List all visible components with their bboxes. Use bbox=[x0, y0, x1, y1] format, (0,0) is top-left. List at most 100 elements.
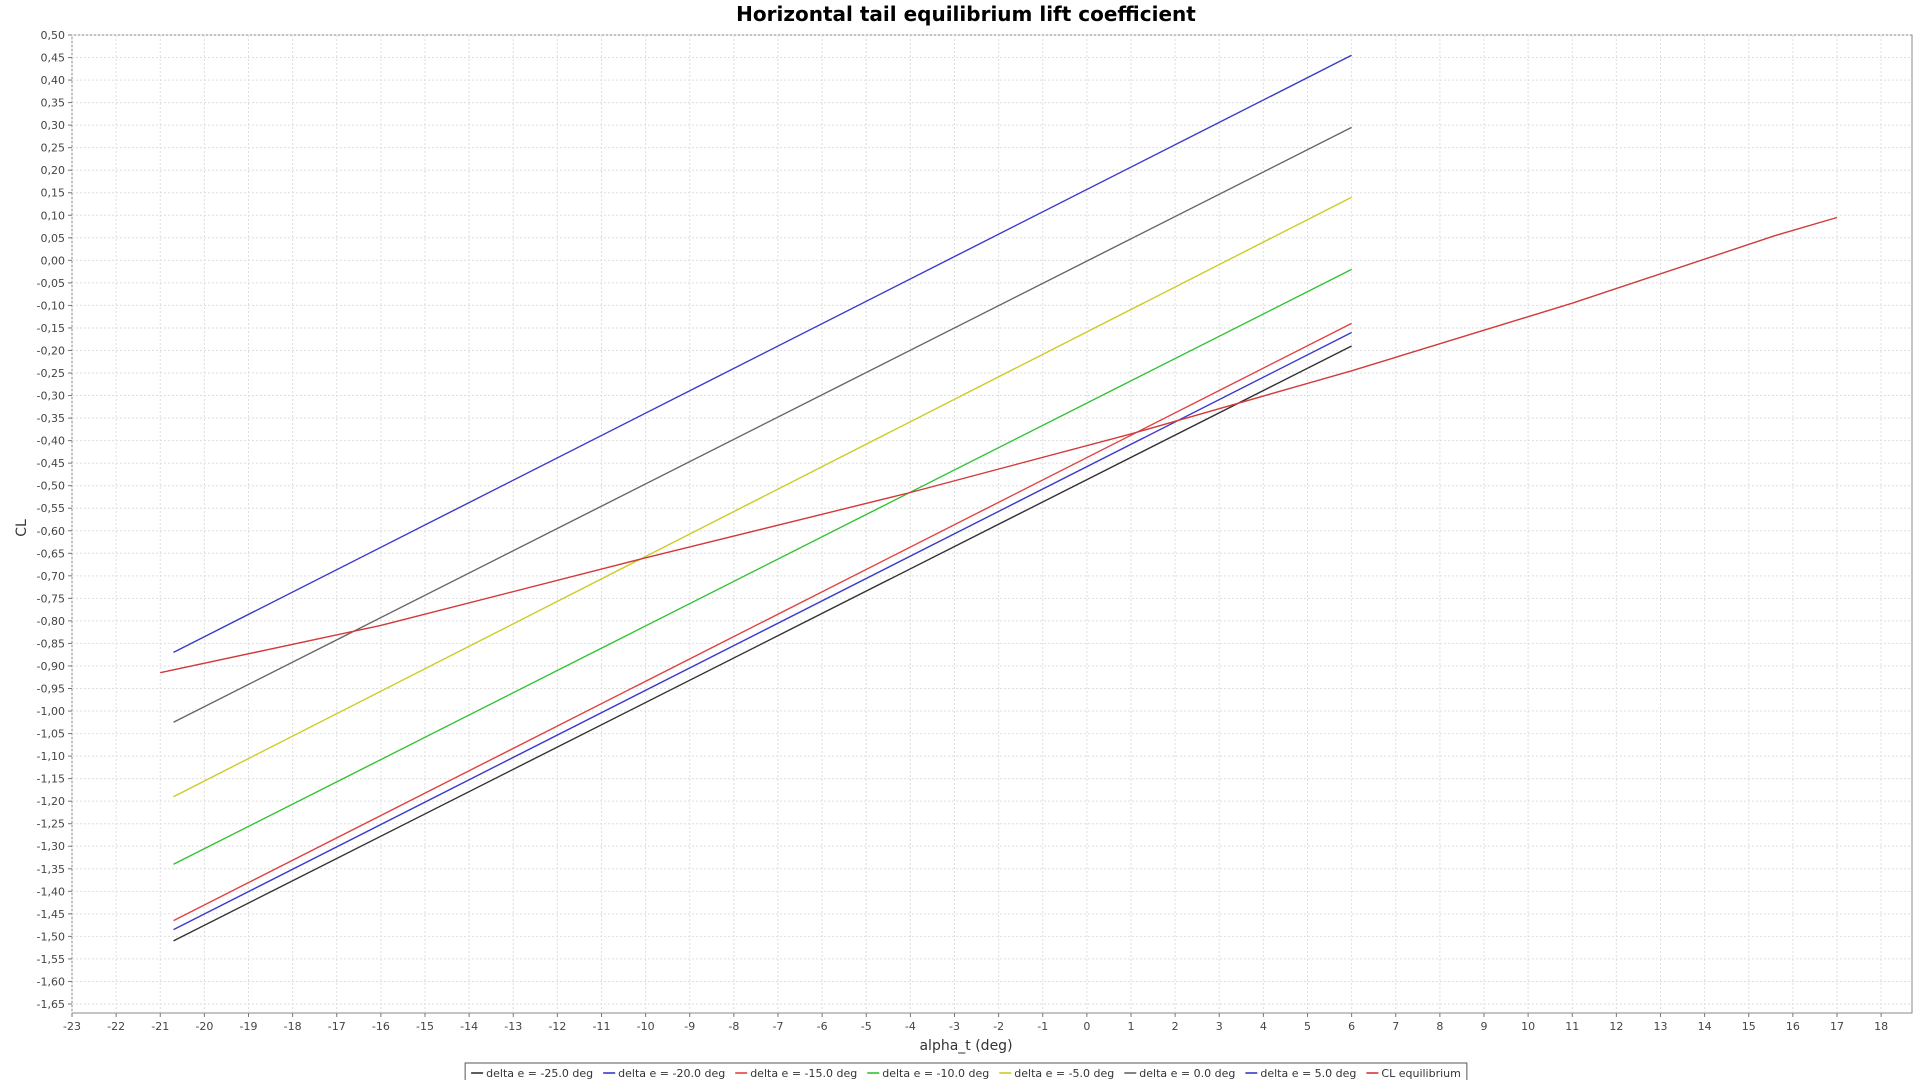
x-tick-label: -22 bbox=[107, 1020, 125, 1033]
x-tick-label: -1 bbox=[1037, 1020, 1048, 1033]
y-tick-label: -0,35 bbox=[37, 412, 65, 425]
x-tick-label: 7 bbox=[1392, 1020, 1399, 1033]
y-tick-label: -1,15 bbox=[37, 773, 65, 786]
x-tick-label: -11 bbox=[593, 1020, 611, 1033]
y-tick-label: -0,95 bbox=[37, 683, 65, 696]
y-tick-label: -0,85 bbox=[37, 637, 65, 650]
legend-label: delta e = -25.0 deg bbox=[486, 1067, 593, 1080]
x-tick-label: 14 bbox=[1698, 1020, 1712, 1033]
y-tick-label: -0,20 bbox=[37, 344, 65, 357]
y-tick-label: 0,25 bbox=[41, 142, 66, 155]
x-tick-label: -9 bbox=[684, 1020, 695, 1033]
series-line-delta-e-15-0-deg bbox=[173, 322, 1352, 922]
x-tick-label: -6 bbox=[817, 1020, 828, 1033]
x-tick-label: 18 bbox=[1874, 1020, 1888, 1033]
x-tick-label: -23 bbox=[63, 1020, 81, 1033]
legend: delta e = -25.0 deg delta e = -20.0 deg de… bbox=[464, 1062, 1468, 1080]
y-tick-label: -1,50 bbox=[37, 930, 65, 943]
series-line-delta-e-25-0-deg bbox=[173, 345, 1352, 942]
y-tick-label: -0,80 bbox=[37, 615, 65, 628]
y-tick-label: 0,45 bbox=[41, 52, 66, 65]
x-tick-label: -2 bbox=[993, 1020, 1004, 1033]
series-line-delta-e-10-0-deg bbox=[173, 268, 1352, 865]
y-tick-label: 0,00 bbox=[41, 254, 66, 267]
y-tick-label: -0,90 bbox=[37, 660, 65, 673]
y-tick-label: -1,00 bbox=[37, 705, 65, 718]
legend-label: delta e = -5.0 deg bbox=[1014, 1067, 1114, 1080]
x-tick-label: 8 bbox=[1436, 1020, 1443, 1033]
legend-item: delta e = 5.0 deg bbox=[1245, 1067, 1356, 1080]
x-tick-label: 10 bbox=[1521, 1020, 1535, 1033]
x-tick-label: 17 bbox=[1830, 1020, 1844, 1033]
legend-label: delta e = -10.0 deg bbox=[882, 1067, 989, 1080]
x-tick-label: -15 bbox=[416, 1020, 434, 1033]
x-tick-label: 0 bbox=[1083, 1020, 1090, 1033]
y-tick-label: -0,60 bbox=[37, 525, 65, 538]
x-tick-label: -12 bbox=[548, 1020, 566, 1033]
y-tick-label: -1,10 bbox=[37, 750, 65, 763]
legend-label: delta e = -15.0 deg bbox=[750, 1067, 857, 1080]
x-tick-label: -19 bbox=[240, 1020, 258, 1033]
y-tick-label: -1,55 bbox=[37, 953, 65, 966]
x-tick-label: 4 bbox=[1260, 1020, 1267, 1033]
y-tick-label: -1,25 bbox=[37, 818, 65, 831]
y-tick-label: -1,35 bbox=[37, 863, 65, 876]
x-tick-label: -7 bbox=[773, 1020, 784, 1033]
y-tick-label: -0,30 bbox=[37, 390, 65, 403]
x-tick-label: -21 bbox=[151, 1020, 169, 1033]
y-tick-label: -0,05 bbox=[37, 277, 65, 290]
series-group bbox=[160, 54, 1838, 942]
y-tick-label: -1,65 bbox=[37, 998, 65, 1011]
x-tick-label: 2 bbox=[1172, 1020, 1179, 1033]
x-tick-label: -14 bbox=[460, 1020, 478, 1033]
legend-item: delta e = -10.0 deg bbox=[867, 1067, 989, 1080]
x-tick-label: 1 bbox=[1127, 1020, 1134, 1033]
x-tick-label: -18 bbox=[284, 1020, 302, 1033]
plot-area bbox=[71, 34, 1913, 1014]
y-tick-label: -0,70 bbox=[37, 570, 65, 583]
y-tick-label: 0,50 bbox=[41, 29, 66, 42]
series-line-delta-e-5-0-deg bbox=[173, 54, 1352, 654]
legend-item: CL equilibrium bbox=[1366, 1067, 1461, 1080]
x-tick-label: -4 bbox=[905, 1020, 916, 1033]
y-axis-label: CL bbox=[14, 519, 30, 537]
x-tick-label: -13 bbox=[504, 1020, 522, 1033]
x-tick-label: 9 bbox=[1480, 1020, 1487, 1033]
y-tick-label: -0,40 bbox=[37, 435, 65, 448]
x-axis-label: alpha_t (deg) bbox=[919, 1038, 1012, 1054]
x-tick-label: -8 bbox=[728, 1020, 739, 1033]
legend-box bbox=[464, 1062, 1468, 1080]
x-tick-label: -20 bbox=[195, 1020, 213, 1033]
x-tick-label: -5 bbox=[861, 1020, 872, 1033]
x-tick-label: 5 bbox=[1304, 1020, 1311, 1033]
y-tick-label: -0,15 bbox=[37, 322, 65, 335]
series-line-cl-equilibrium bbox=[160, 216, 1838, 674]
legend-label: delta e = -20.0 deg bbox=[618, 1067, 725, 1080]
x-tick-label: 15 bbox=[1742, 1020, 1756, 1033]
legend-item: delta e = -15.0 deg bbox=[735, 1067, 857, 1080]
y-tick-label: 0,10 bbox=[41, 209, 66, 222]
y-tick-label: -0,25 bbox=[37, 367, 65, 380]
series-line-delta-e-5-0-deg bbox=[173, 196, 1352, 798]
x-tick-label: -3 bbox=[949, 1020, 960, 1033]
y-tick-label: -0,55 bbox=[37, 502, 65, 515]
x-tick-label: -17 bbox=[328, 1020, 346, 1033]
y-tick-label: -0,75 bbox=[37, 592, 65, 605]
y-tick-label: -1,20 bbox=[37, 795, 65, 808]
x-tick-label: 11 bbox=[1565, 1020, 1579, 1033]
x-tick-label: 3 bbox=[1216, 1020, 1223, 1033]
y-tick-label: 0,30 bbox=[41, 119, 66, 132]
y-tick-label: 0,15 bbox=[41, 187, 66, 200]
y-tick-label: 0,40 bbox=[41, 74, 66, 87]
legend-label: delta e = 5.0 deg bbox=[1260, 1067, 1356, 1080]
y-tick-label: -1,60 bbox=[37, 975, 65, 988]
x-tick-label: 13 bbox=[1653, 1020, 1667, 1033]
x-tick-label: -16 bbox=[372, 1020, 390, 1033]
x-tick-label: 12 bbox=[1609, 1020, 1623, 1033]
legend-label: delta e = 0.0 deg bbox=[1139, 1067, 1235, 1080]
y-tick-label: 0,20 bbox=[41, 164, 66, 177]
y-tick-label: 0,05 bbox=[41, 232, 66, 245]
legend-label: CL equilibrium bbox=[1381, 1067, 1460, 1080]
x-tick-label: -10 bbox=[637, 1020, 655, 1033]
legend-item: delta e = 0.0 deg bbox=[1124, 1067, 1235, 1080]
